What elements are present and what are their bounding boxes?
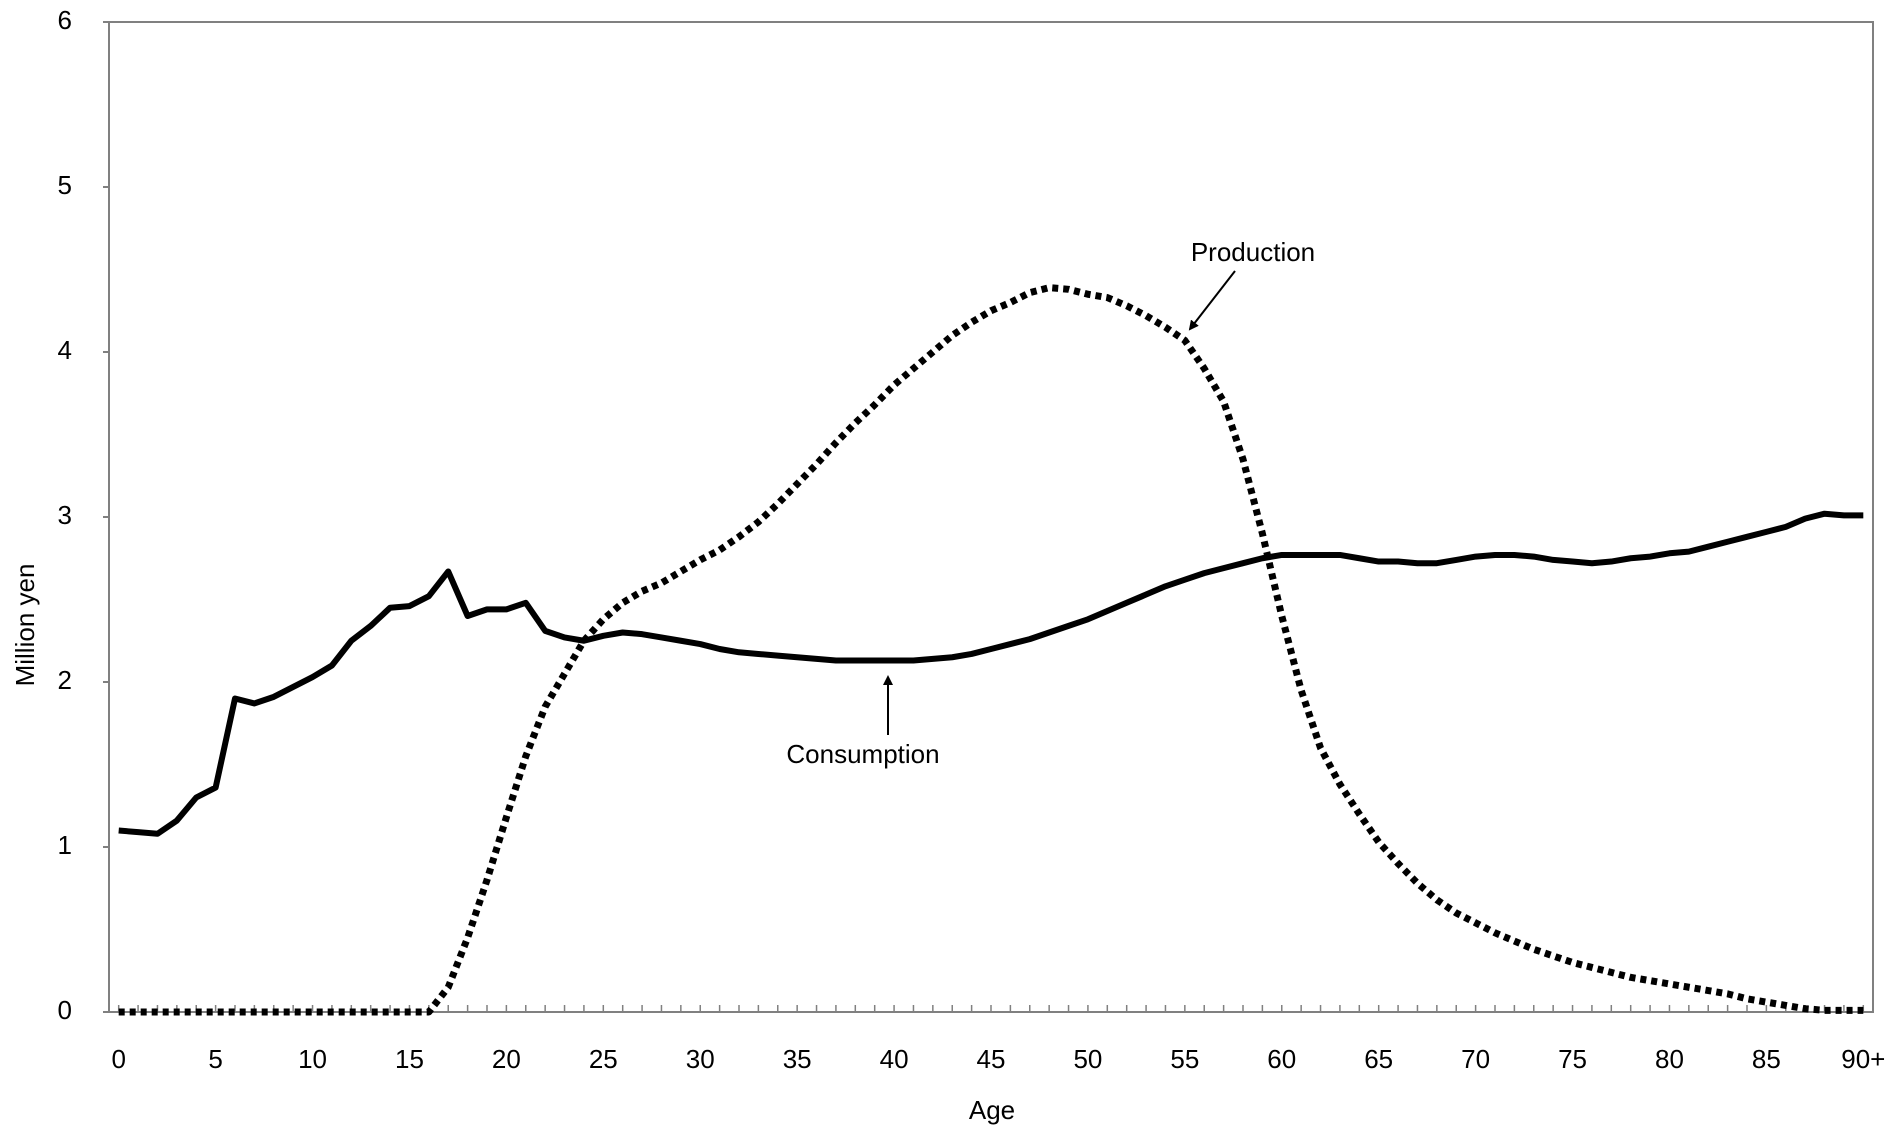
- y-tick-label: 6: [58, 5, 72, 35]
- x-tick-label: 60: [1267, 1044, 1296, 1074]
- series-line: [118, 284, 1864, 1016]
- y-axis-title: Million yen: [10, 564, 40, 687]
- x-tick-label: 0: [111, 1044, 125, 1074]
- y-tick-label: 0: [58, 995, 72, 1025]
- x-tick-label: 25: [589, 1044, 618, 1074]
- annotation-arrow: [1188, 270, 1236, 331]
- x-tick-label: 30: [686, 1044, 715, 1074]
- x-tick-label: 5: [208, 1044, 222, 1074]
- x-tick-label: 90+: [1841, 1044, 1885, 1074]
- annotation: Consumption: [786, 739, 939, 769]
- x-tick-label: 75: [1558, 1044, 1587, 1074]
- x-tick-label: 85: [1752, 1044, 1781, 1074]
- x-tick-label: 15: [395, 1044, 424, 1074]
- annotation: Production: [1191, 237, 1315, 267]
- x-tick-label: 35: [783, 1044, 812, 1074]
- x-tick-label: 80: [1655, 1044, 1684, 1074]
- series-line: [118, 510, 1864, 837]
- y-tick-label: 3: [58, 500, 72, 530]
- x-tick-label: 65: [1364, 1044, 1393, 1074]
- y-tick-label: 2: [58, 665, 72, 695]
- x-axis-title: Age: [969, 1095, 1015, 1125]
- plot-frame: [108, 21, 1874, 1013]
- x-tick-label: 40: [880, 1044, 909, 1074]
- x-tick-label: 10: [298, 1044, 327, 1074]
- x-tick-label: 20: [492, 1044, 521, 1074]
- x-tick-label: 50: [1073, 1044, 1102, 1074]
- x-tick-label: 45: [977, 1044, 1006, 1074]
- x-tick-label: 55: [1170, 1044, 1199, 1074]
- y-tick-label: 4: [58, 335, 72, 365]
- y-tick-label: 1: [58, 830, 72, 860]
- x-tick-label: 70: [1461, 1044, 1490, 1074]
- y-tick-label: 5: [58, 170, 72, 200]
